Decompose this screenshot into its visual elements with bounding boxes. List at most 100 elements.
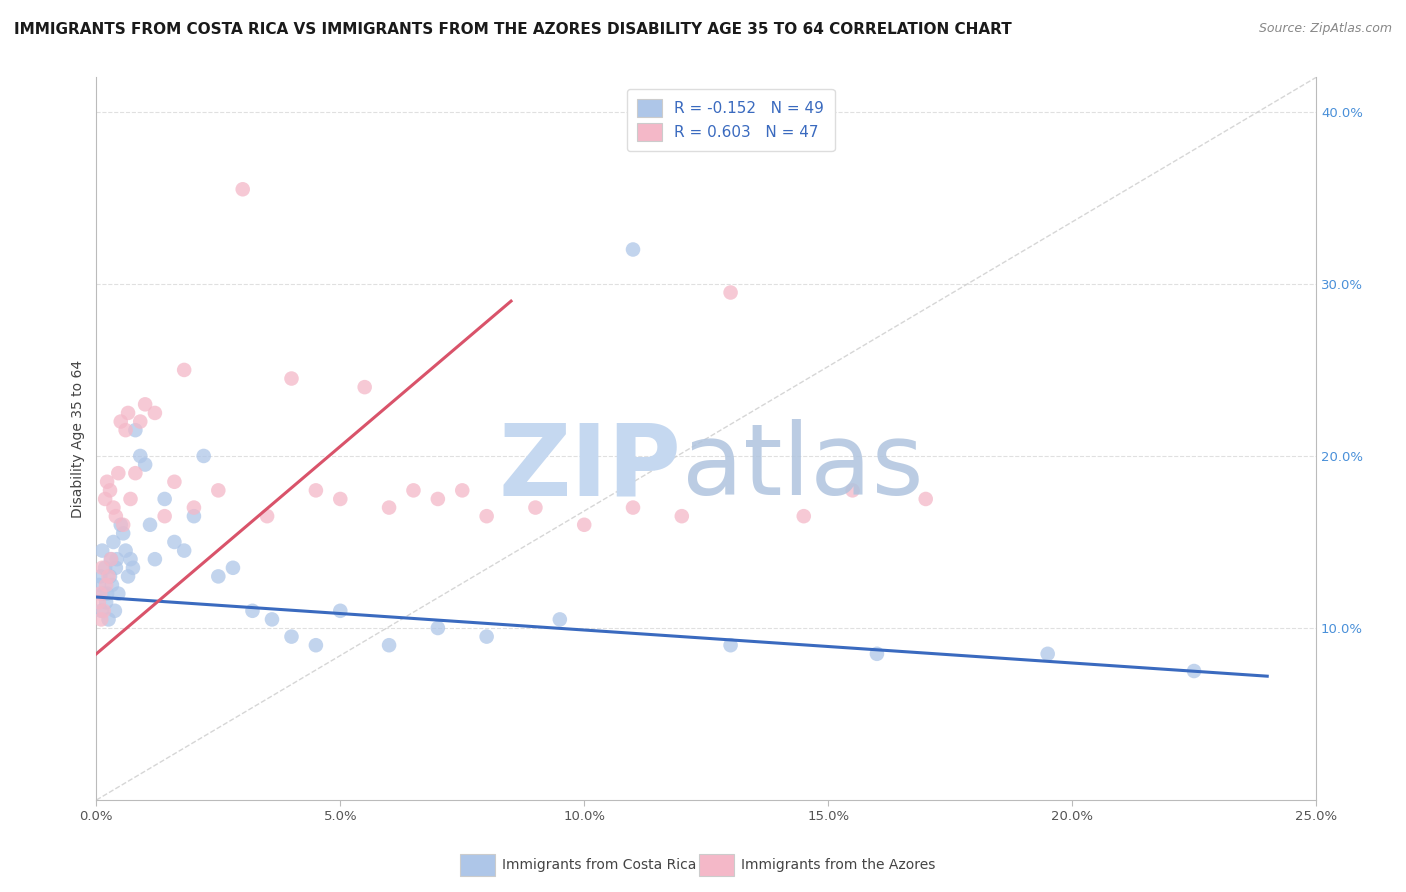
Point [720,285,742,300]
Point [124,423,146,437]
Point [232,182,254,196]
Point [207,569,229,583]
Point [402,483,425,498]
Point [548,612,571,626]
Point [329,604,352,618]
Point [378,638,401,652]
Point [280,630,302,644]
Point [91,561,114,575]
Point [793,509,815,524]
Point [621,243,644,257]
Point [120,491,142,506]
Point [305,638,328,652]
Point [720,638,742,652]
Point [98,569,121,583]
Point [475,630,498,644]
Point [97,569,120,583]
Point [193,449,215,463]
Point [107,586,129,600]
Point [89,569,111,583]
Point [124,466,146,480]
Point [90,612,112,626]
Point [329,491,352,506]
Point [94,595,117,609]
Point [112,517,135,532]
Point [143,406,166,420]
Point [134,458,156,472]
Point [89,586,111,600]
Point [104,561,127,575]
Point [173,363,195,377]
Point [143,552,166,566]
Point [129,449,152,463]
Text: ZIP: ZIP [499,419,682,516]
Text: atlas: atlas [682,419,924,516]
Point [222,561,245,575]
Point [122,561,145,575]
Point [866,647,889,661]
Point [1182,664,1205,678]
Point [93,586,115,600]
Point [139,517,162,532]
Legend: R = -0.152   N = 49, R = 0.603   N = 47: R = -0.152 N = 49, R = 0.603 N = 47 [627,88,835,152]
Point [120,552,142,566]
Text: Immigrants from the Azores: Immigrants from the Azores [741,858,936,872]
Point [93,604,115,618]
Point [242,604,264,618]
Point [574,517,596,532]
Point [378,500,401,515]
Point [94,561,117,575]
Text: Immigrants from Costa Rica: Immigrants from Costa Rica [502,858,697,872]
Point [305,483,328,498]
Point [260,612,283,626]
Point [914,491,936,506]
Point [671,509,693,524]
Point [100,552,122,566]
Point [96,475,118,489]
Point [163,475,186,489]
Point [100,552,122,566]
Point [426,621,449,635]
Point [134,397,156,411]
Text: Source: ZipAtlas.com: Source: ZipAtlas.com [1258,22,1392,36]
Point [353,380,375,394]
Point [621,500,644,515]
Point [524,500,547,515]
Point [103,500,125,515]
Point [110,517,132,532]
Point [117,406,139,420]
Point [104,604,127,618]
Point [256,509,278,524]
Point [153,509,176,524]
Point [104,509,127,524]
Point [163,535,186,549]
Point [110,415,132,429]
Point [114,423,136,437]
Point [103,535,125,549]
Point [207,483,229,498]
Y-axis label: Disability Age 35 to 64: Disability Age 35 to 64 [72,359,86,518]
Point [153,491,176,506]
Point [117,569,139,583]
Point [280,371,302,385]
Point [87,578,110,592]
Point [129,415,152,429]
Point [1036,647,1059,661]
Point [183,500,205,515]
Point [90,604,112,618]
Point [94,578,117,592]
Point [101,578,124,592]
Point [87,595,110,609]
Point [94,491,117,506]
Point [451,483,474,498]
Point [107,466,129,480]
Text: IMMIGRANTS FROM COSTA RICA VS IMMIGRANTS FROM THE AZORES DISABILITY AGE 35 TO 64: IMMIGRANTS FROM COSTA RICA VS IMMIGRANTS… [14,22,1012,37]
Point [173,543,195,558]
Point [97,612,120,626]
Point [91,543,114,558]
Point [426,491,449,506]
Point [96,586,118,600]
Point [105,552,128,566]
Point [98,483,121,498]
Point [114,543,136,558]
